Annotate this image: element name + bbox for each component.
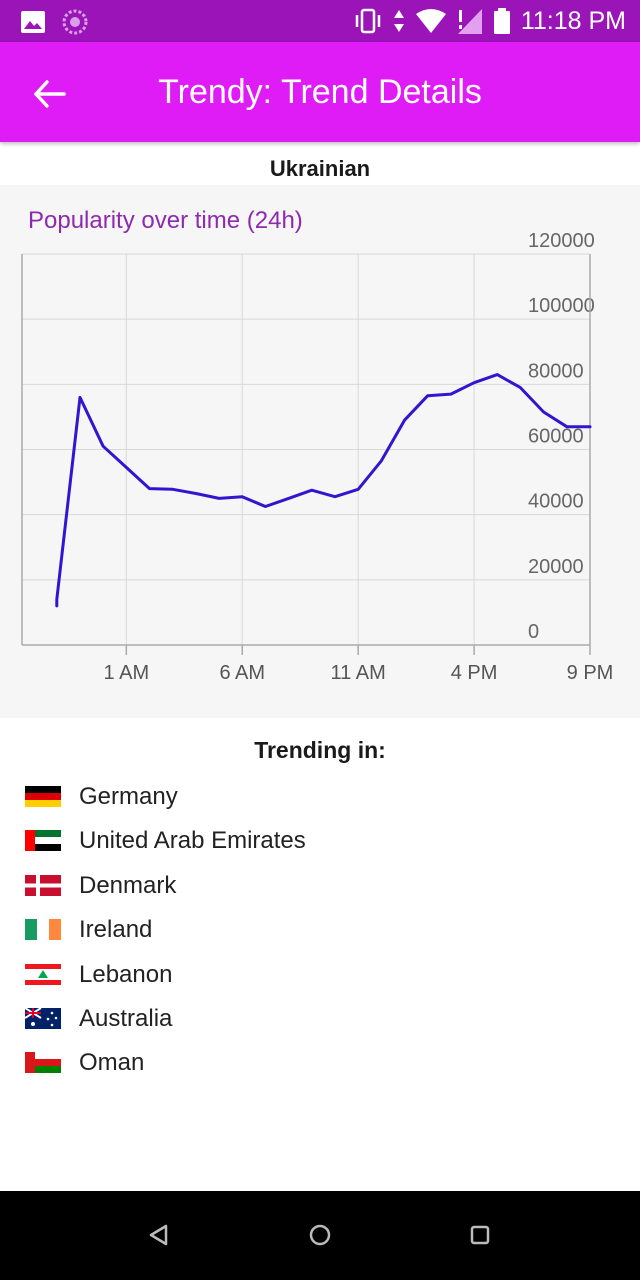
list-item: Denmark [0,865,640,909]
x-tick-label: 1 AM [104,662,150,684]
list-item: Ireland [0,909,640,953]
battery-icon [493,8,510,34]
nav-back-button[interactable] [141,1217,177,1253]
list-item: Oman [0,1042,640,1086]
list-item: Germany [0,776,640,820]
image-icon [21,11,45,33]
list-item: Australia [0,998,640,1042]
back-triangle-icon [149,1224,168,1246]
data-arrows-icon [393,10,404,32]
status-bar: 11:18 PM [0,0,640,42]
country-list: Germany United Arab Emirates Denmark Ire… [0,776,640,1087]
country-name: Denmark [79,871,177,899]
app-bar-title: Trendy: Trend Details [158,73,482,111]
popularity-chart: 0 20000 40000 60000 80000 100000 120000 1 AM 6 A… [21,230,614,684]
x-tick-label: 4 PM [451,662,498,684]
ireland-flag-icon [25,919,61,941]
country-name: Lebanon [79,960,173,988]
navigation-bar [0,1191,640,1280]
list-item: United Arab Emirates [0,820,640,864]
chart-panel: 0 20000 40000 60000 80000 100000 120000 1 AM 6 A… [0,185,640,718]
trend-name: Ukrainian [269,156,371,181]
trending-in-title: Trending in: [254,737,386,763]
y-tick-label: 80000 [528,360,584,382]
vibrate-icon [355,8,381,34]
arrow-left-icon [34,80,66,108]
country-name: Ireland [79,916,153,944]
list-item: Lebanon [0,954,640,998]
nav-recents-button[interactable] [462,1217,498,1253]
chart-title: Popularity over time (24h) [28,207,303,234]
uae-flag-icon [25,830,61,852]
app-bar: Trendy: Trend Details [0,42,640,142]
y-tick-label: 0 [528,621,539,643]
denmark-flag-icon [25,874,61,896]
signal-icon [457,9,482,34]
australia-flag-icon [25,1007,61,1029]
y-tick-label: 20000 [528,556,584,578]
back-button[interactable] [30,74,70,114]
germany-flag-icon [25,786,61,807]
y-tick-label: 120000 [528,230,595,252]
country-name: Oman [79,1049,145,1077]
y-tick-label: 40000 [528,491,584,513]
country-name: Australia [79,1004,173,1032]
recents-square-icon [470,1225,490,1245]
wifi-icon [415,9,446,33]
nav-home-button[interactable] [302,1217,338,1253]
country-name: Germany [79,783,178,810]
y-tick-label: 100000 [528,295,595,317]
country-name: United Arab Emirates [79,827,306,855]
x-tick-label: 9 PM [567,662,614,684]
y-tick-label: 60000 [528,426,584,448]
loading-icon [62,9,88,35]
oman-flag-icon [25,1052,61,1074]
home-circle-icon [309,1224,331,1246]
x-tick-label: 11 AM [331,662,386,684]
popularity-series-line [55,373,592,608]
x-tick-label: 6 AM [219,662,265,684]
status-time: 11:18 PM [520,7,626,35]
lebanon-flag-icon [25,963,61,985]
